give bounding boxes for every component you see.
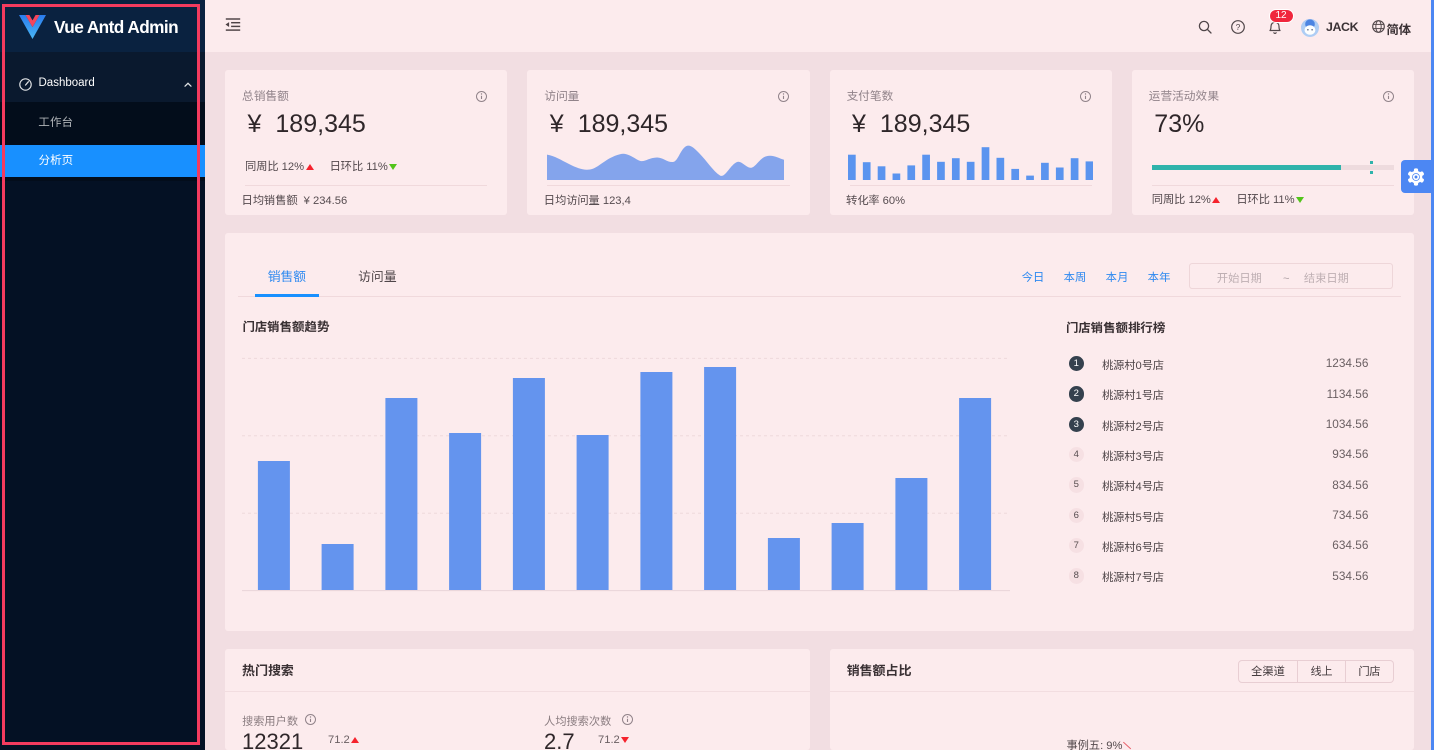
svg-text:?: ? <box>1235 22 1240 32</box>
